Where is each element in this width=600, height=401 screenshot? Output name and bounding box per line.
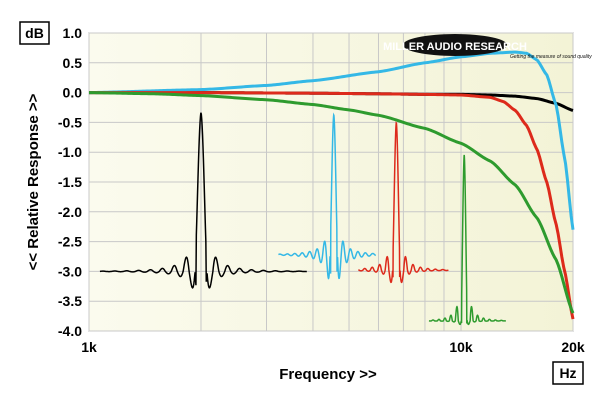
y-axis-label: << Relative Response >> [25,93,42,270]
logo-tagline: Getting the measure of sound quality [510,54,592,60]
y-tick-label: 1.0 [63,25,83,41]
logo-text: MILLER AUDIO RESEARCH [383,41,527,53]
x-tick-labels: 1k 10k 20k [81,339,585,355]
series-line-1 [88,50,575,230]
impulse-trace-1 [278,112,377,280]
miller-audio-research-logo: MILLER AUDIO RESEARCH Getting the measur… [383,34,592,60]
impulse-traces [99,112,506,326]
x-unit-box: Hz [552,361,584,385]
series-line-2 [89,91,575,320]
y-tick-label: -0.5 [58,114,82,130]
x-unit-label: Hz [559,365,576,381]
y-tick-label: -3.5 [58,293,82,309]
impulse-trace-2 [357,121,449,284]
y-tick-label: 0.0 [63,85,83,101]
series-line-3 [88,91,575,314]
impulse-trace-3 [428,154,506,326]
y-tick-label: -4.0 [58,323,82,339]
impulse-trace-0 [99,112,307,289]
y-tick-label: 0.5 [63,55,83,71]
y-tick-label: -2.5 [58,234,82,250]
x-tick-label: 20k [561,339,585,355]
y-tick-labels: 1.0 0.5 0.0 -0.5 -1.0 -1.5 -2.0 -2.5 -3.0 -3.5 -4.… [58,25,82,339]
y-unit-label: dB [25,25,44,41]
response-curves [88,50,575,320]
y-unit-box: dB [19,21,50,45]
y-tick-label: -2.0 [58,204,82,220]
y-tick-label: -1.5 [58,174,82,190]
y-tick-label: -1.0 [58,144,82,160]
x-axis-label: Frequency >> [279,366,377,383]
x-tick-label: 10k [449,339,473,355]
x-tick-label: 1k [81,339,97,355]
y-tick-label: -3.0 [58,263,82,279]
grid [88,32,574,332]
